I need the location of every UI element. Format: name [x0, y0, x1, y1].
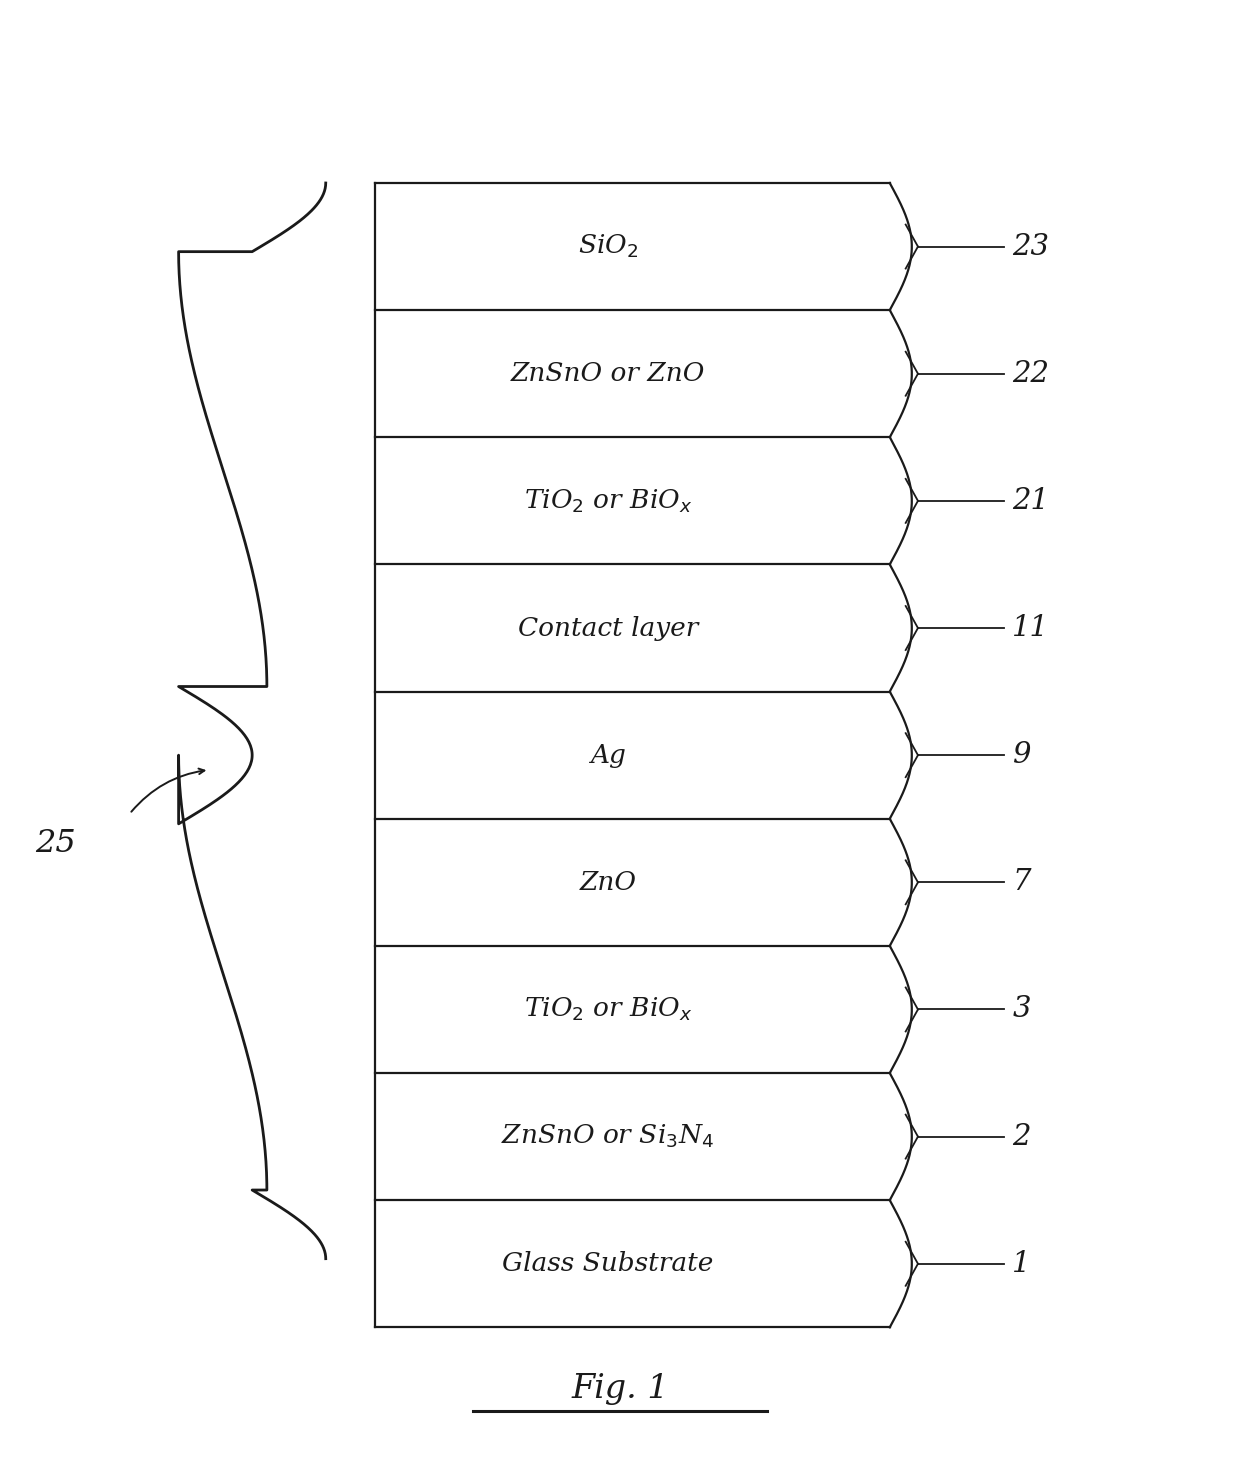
Text: 1: 1 [1012, 1250, 1030, 1278]
Text: SiO$_2$: SiO$_2$ [578, 233, 637, 261]
Text: ZnSnO or ZnO: ZnSnO or ZnO [511, 361, 704, 387]
Text: ZnSnO or Si$_3$N$_4$: ZnSnO or Si$_3$N$_4$ [501, 1123, 714, 1151]
Text: 11: 11 [1012, 615, 1049, 643]
Text: Ag: Ag [590, 742, 626, 767]
Text: Fig. 1: Fig. 1 [572, 1373, 668, 1405]
Text: TiO$_2$ or BiO$_x$: TiO$_2$ or BiO$_x$ [523, 487, 692, 514]
Text: TiO$_2$ or BiO$_x$: TiO$_2$ or BiO$_x$ [523, 995, 692, 1023]
Text: 23: 23 [1012, 233, 1049, 261]
Text: 2: 2 [1012, 1123, 1030, 1151]
Text: 21: 21 [1012, 487, 1049, 515]
Text: Glass Substrate: Glass Substrate [502, 1251, 713, 1277]
Text: 9: 9 [1012, 740, 1030, 769]
Text: 7: 7 [1012, 868, 1030, 896]
Text: ZnO: ZnO [579, 869, 636, 895]
Text: 3: 3 [1012, 995, 1030, 1023]
Text: Contact layer: Contact layer [517, 616, 698, 640]
Text: 25: 25 [36, 828, 77, 859]
Text: 22: 22 [1012, 360, 1049, 388]
